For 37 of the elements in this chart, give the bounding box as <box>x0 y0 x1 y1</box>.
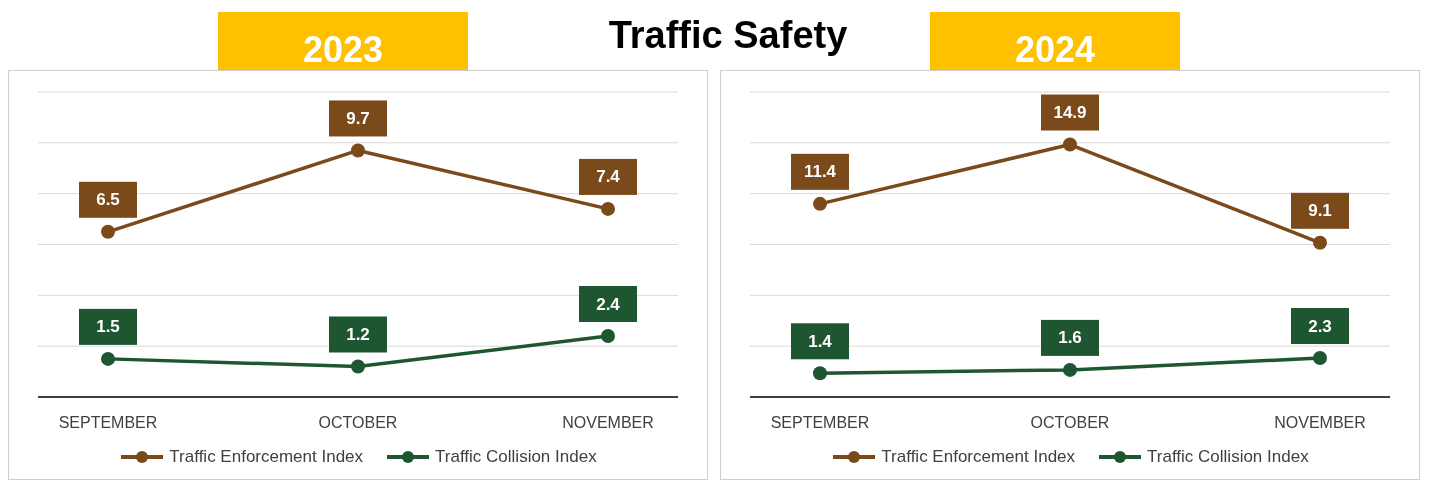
legend-label: Traffic Enforcement Index <box>168 447 364 467</box>
point <box>351 359 365 374</box>
chart-title: 2023 <box>218 12 468 88</box>
point <box>1313 235 1327 250</box>
data-label: 11.4 <box>803 162 837 182</box>
x-tick-label: SEPTEMBER <box>58 414 158 432</box>
x-tick-label: NOVEMBER <box>562 414 654 432</box>
point <box>101 224 115 239</box>
text: Traffic Safety <box>608 14 848 56</box>
data-label: 2.4 <box>596 294 621 314</box>
chart-title: 2024 <box>930 12 1180 88</box>
x-tick-label: OCTOBER <box>1030 414 1110 432</box>
data-label: 1.5 <box>96 317 120 337</box>
point <box>601 329 615 343</box>
point <box>1313 351 1327 366</box>
point <box>101 351 115 366</box>
data-label: 14.9 <box>1053 103 1087 123</box>
data-label: 7.4 <box>596 167 621 187</box>
data-label: 9.7 <box>346 108 370 128</box>
point <box>813 366 827 381</box>
legend-label: Traffic Collision Index <box>1146 447 1309 467</box>
data-label: 1.6 <box>1058 328 1082 348</box>
data-label: 6.5 <box>96 190 120 210</box>
x-tick-label: OCTOBER <box>318 414 398 432</box>
point <box>601 201 615 216</box>
legend-label: Traffic Collision Index <box>434 447 597 467</box>
data-label: 2.3 <box>1308 316 1332 336</box>
legend-label: Traffic Enforcement Index <box>880 447 1076 467</box>
x-tick-label: SEPTEMBER <box>770 414 870 432</box>
point <box>813 196 827 211</box>
data-label: 1.2 <box>346 325 370 344</box>
x-tick-label: NOVEMBER <box>1274 414 1366 432</box>
point <box>1063 362 1077 377</box>
data-label: 1.4 <box>808 331 833 351</box>
point <box>1063 137 1077 152</box>
point <box>351 143 365 158</box>
data-label: 9.1 <box>1308 201 1332 221</box>
